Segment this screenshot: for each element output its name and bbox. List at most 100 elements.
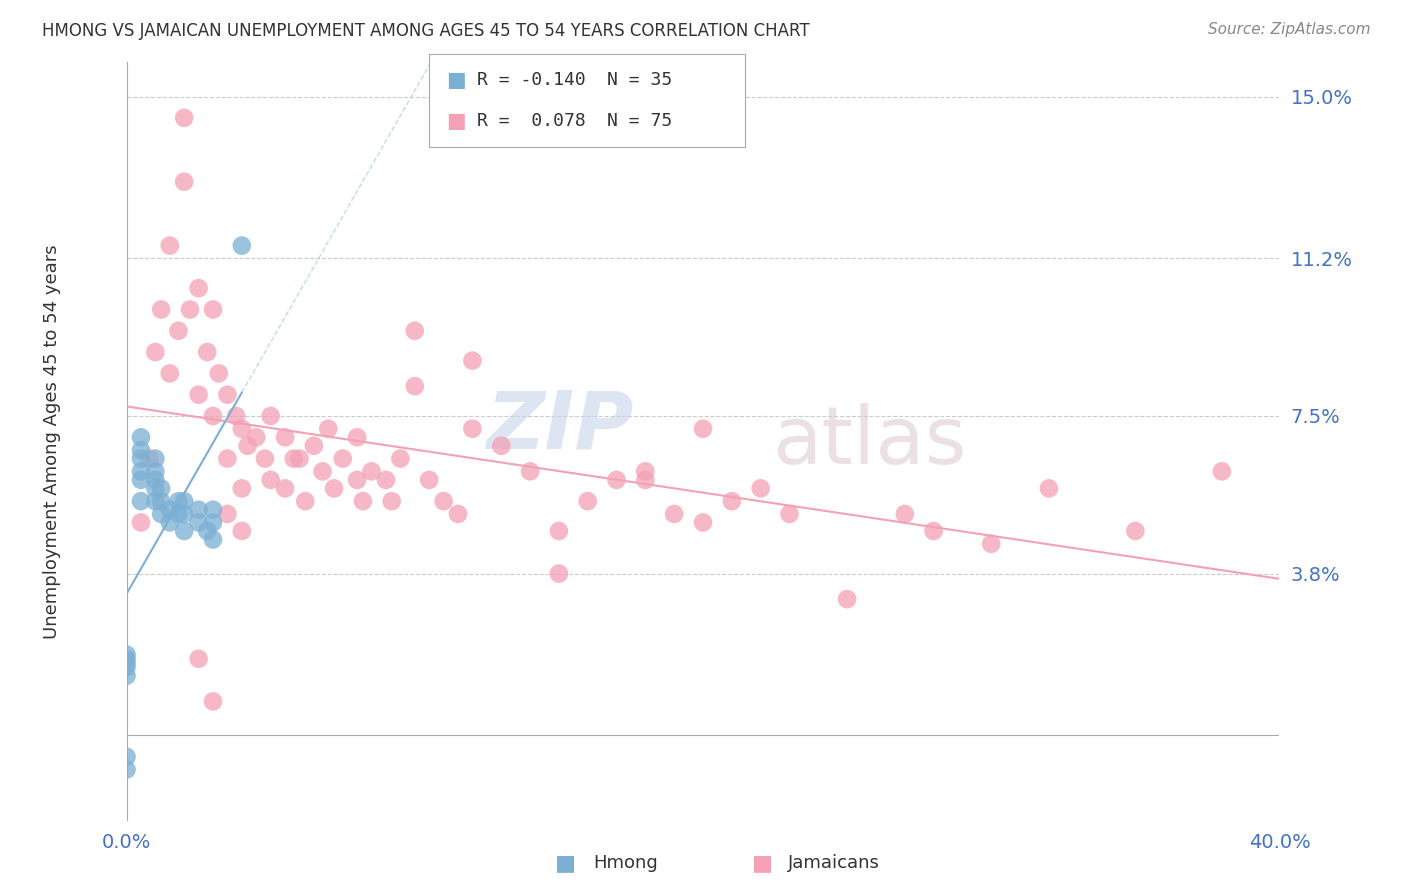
Text: R = -0.140: R = -0.140 bbox=[477, 70, 585, 88]
Point bbox=[461, 422, 484, 436]
Point bbox=[318, 422, 340, 436]
Point bbox=[173, 175, 195, 189]
Point bbox=[129, 451, 152, 466]
Point bbox=[374, 473, 398, 487]
Point bbox=[664, 507, 686, 521]
Point bbox=[576, 494, 599, 508]
Point bbox=[150, 302, 173, 317]
Point bbox=[692, 422, 714, 436]
Point bbox=[360, 464, 382, 478]
Point bbox=[145, 451, 166, 466]
Point bbox=[894, 507, 917, 521]
Point bbox=[231, 422, 253, 436]
Point bbox=[187, 387, 209, 401]
Point bbox=[519, 464, 541, 478]
Point bbox=[323, 482, 346, 496]
Point bbox=[187, 281, 209, 295]
Point bbox=[129, 473, 152, 487]
Point bbox=[202, 409, 225, 423]
Text: R =  0.078: R = 0.078 bbox=[477, 112, 585, 130]
Point bbox=[129, 516, 152, 530]
Point bbox=[115, 669, 138, 683]
Point bbox=[115, 749, 138, 764]
Text: HMONG VS JAMAICAN UNEMPLOYMENT AMONG AGES 45 TO 54 YEARS CORRELATION CHART: HMONG VS JAMAICAN UNEMPLOYMENT AMONG AGE… bbox=[42, 22, 810, 40]
Point bbox=[129, 430, 152, 444]
Point bbox=[115, 763, 138, 777]
Point bbox=[129, 443, 152, 458]
Text: ■: ■ bbox=[446, 70, 465, 90]
Point bbox=[150, 507, 173, 521]
Point bbox=[491, 439, 513, 453]
Point bbox=[346, 430, 368, 444]
Point bbox=[173, 494, 195, 508]
Point bbox=[1211, 464, 1233, 478]
Point bbox=[138, 451, 160, 466]
Text: 40.0%: 40.0% bbox=[1249, 833, 1310, 853]
Text: N = 75: N = 75 bbox=[607, 112, 672, 130]
Point bbox=[389, 451, 412, 466]
Point bbox=[245, 430, 267, 444]
Point bbox=[253, 451, 276, 466]
Point bbox=[231, 238, 253, 252]
Point bbox=[173, 524, 195, 538]
Point bbox=[202, 694, 225, 708]
Text: N = 35: N = 35 bbox=[607, 70, 672, 88]
Point bbox=[187, 516, 209, 530]
Point bbox=[202, 516, 225, 530]
Point bbox=[231, 482, 253, 496]
Point bbox=[274, 430, 297, 444]
Point bbox=[150, 482, 173, 496]
Point bbox=[259, 473, 281, 487]
Point bbox=[115, 660, 138, 674]
Point bbox=[187, 502, 209, 516]
Text: ■: ■ bbox=[555, 854, 575, 873]
Point bbox=[1125, 524, 1147, 538]
Point bbox=[288, 451, 311, 466]
Point bbox=[195, 345, 218, 359]
Point bbox=[208, 367, 231, 381]
Point bbox=[404, 379, 426, 393]
Point bbox=[922, 524, 945, 538]
Point bbox=[980, 537, 1002, 551]
Text: atlas: atlas bbox=[772, 402, 966, 481]
Point bbox=[145, 464, 166, 478]
Point bbox=[202, 302, 225, 317]
Point bbox=[225, 409, 247, 423]
Point bbox=[634, 464, 657, 478]
Point bbox=[145, 345, 166, 359]
Point bbox=[1038, 482, 1060, 496]
Point bbox=[461, 353, 484, 368]
Text: ZIP: ZIP bbox=[486, 387, 634, 466]
Point bbox=[418, 473, 440, 487]
Point bbox=[548, 524, 571, 538]
Point bbox=[433, 494, 456, 508]
Point bbox=[283, 451, 305, 466]
Point bbox=[159, 516, 181, 530]
Point bbox=[202, 502, 225, 516]
Point bbox=[381, 494, 404, 508]
Point bbox=[159, 502, 181, 516]
Point bbox=[274, 482, 297, 496]
Point bbox=[187, 652, 209, 666]
Point bbox=[548, 566, 571, 581]
Point bbox=[259, 409, 281, 423]
Point bbox=[749, 482, 772, 496]
Text: ■: ■ bbox=[446, 111, 465, 131]
Text: Unemployment Among Ages 45 to 54 years: Unemployment Among Ages 45 to 54 years bbox=[42, 244, 60, 639]
Point bbox=[167, 494, 190, 508]
Point bbox=[606, 473, 628, 487]
Point bbox=[145, 494, 166, 508]
Point bbox=[346, 473, 368, 487]
Point bbox=[150, 494, 173, 508]
Point bbox=[352, 494, 374, 508]
Point bbox=[217, 451, 239, 466]
Text: Source: ZipAtlas.com: Source: ZipAtlas.com bbox=[1208, 22, 1371, 37]
Point bbox=[835, 592, 858, 607]
Text: 0.0%: 0.0% bbox=[101, 833, 152, 853]
Point bbox=[202, 533, 225, 547]
Point bbox=[231, 524, 253, 538]
Point bbox=[115, 656, 138, 670]
Point bbox=[179, 302, 201, 317]
Point bbox=[159, 367, 181, 381]
Point bbox=[236, 439, 259, 453]
